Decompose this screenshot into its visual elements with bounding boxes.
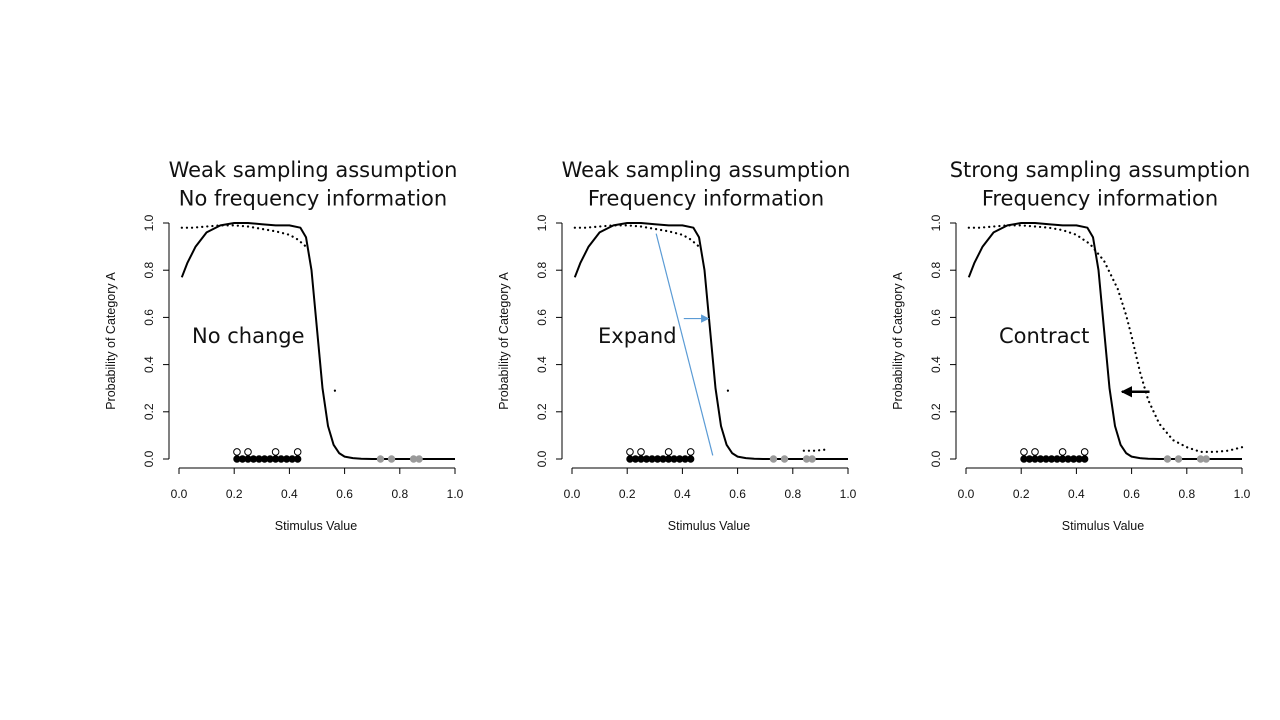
y-tick-label: 0.4: [535, 356, 549, 373]
y-axis-label: Probability of Category A: [497, 272, 511, 410]
y-tick-label: 0.4: [142, 356, 156, 373]
x-tick-label: 1.0: [447, 487, 464, 501]
x-tick-label: 0.4: [281, 487, 298, 501]
y-tick-label: 1.0: [142, 214, 156, 231]
y-tick-label: 0.6: [535, 309, 549, 326]
category-a-point: [293, 455, 302, 463]
category-b-point: [387, 455, 396, 463]
category-a-open-point: [1058, 448, 1067, 456]
category-a-open-point: [271, 448, 280, 456]
x-tick-label: 0.2: [1013, 487, 1030, 501]
chart-title-line-2: Frequency information: [982, 187, 1218, 211]
category-a-open-point: [1080, 448, 1089, 456]
category-a-open-point: [293, 448, 302, 456]
x-tick-label: 0.8: [391, 487, 408, 501]
solid-curve-1: [967, 222, 1242, 460]
y-tick-label: 1.0: [929, 214, 943, 231]
y-tick-label: 0.0: [929, 450, 943, 467]
category-a-point: [1080, 455, 1089, 463]
y-tick-label: 0.0: [535, 450, 549, 467]
y-tick-label: 1.0: [535, 214, 549, 231]
chart-panel-2: Weak sampling assumption Frequency inform…: [497, 158, 857, 533]
category-a-point: [686, 455, 695, 463]
y-tick-label: 0.8: [929, 262, 943, 279]
panel-annotation: No change: [192, 324, 305, 348]
dotted-curve-3: [726, 389, 731, 394]
x-tick-label: 0.6: [336, 487, 353, 501]
dotted-curve-3: [333, 389, 338, 394]
y-tick-label: 0.4: [929, 356, 943, 373]
category-a-open-point: [244, 448, 252, 456]
x-axis-label: Stimulus Value: [1062, 519, 1144, 533]
y-tick-label: 0.8: [142, 262, 156, 279]
category-a-open-point: [626, 448, 634, 456]
chart-title-line-2: No frequency information: [179, 187, 447, 211]
x-tick-label: 0.0: [171, 487, 188, 501]
solid-curve-1: [573, 222, 848, 460]
y-tick-label: 0.2: [929, 403, 943, 420]
x-axis-label: Stimulus Value: [275, 519, 357, 533]
chart-title-line-1: Weak sampling assumption: [562, 158, 851, 182]
y-tick-label: 0.6: [929, 309, 943, 326]
category-a-open-point: [686, 448, 695, 456]
dotted-curve-2: [967, 224, 1244, 453]
x-tick-label: 0.4: [674, 487, 691, 501]
chart-title-line-2: Frequency information: [588, 187, 824, 211]
x-axis-label: Stimulus Value: [668, 519, 750, 533]
panel-annotation: Contract: [999, 324, 1089, 348]
x-tick-label: 0.8: [1178, 487, 1195, 501]
category-a-open-point: [1031, 448, 1039, 456]
category-a-open-point: [637, 448, 645, 456]
category-b-point: [780, 455, 789, 463]
category-a-open-point: [233, 448, 241, 456]
overlay-line: [655, 233, 714, 456]
y-tick-label: 0.2: [535, 403, 549, 420]
x-tick-label: 0.0: [958, 487, 975, 501]
dotted-curve-2: [180, 224, 308, 248]
x-tick-label: 1.0: [840, 487, 857, 501]
category-a-open-point: [1020, 448, 1028, 456]
y-axis-label: Probability of Category A: [891, 272, 905, 410]
category-b-point: [769, 455, 778, 463]
x-tick-label: 0.8: [784, 487, 801, 501]
dotted-curve-2: [573, 224, 701, 248]
chart-title-line-1: Strong sampling assumption: [950, 158, 1251, 182]
chart-title-line-1: Weak sampling assumption: [169, 158, 458, 182]
category-b-point: [1174, 455, 1183, 463]
chart-panel-1: Weak sampling assumption No frequency inf…: [104, 158, 464, 533]
y-tick-label: 0.0: [142, 450, 156, 467]
category-b-point: [808, 455, 816, 463]
category-b-point: [376, 455, 385, 463]
x-tick-label: 0.0: [564, 487, 581, 501]
x-tick-label: 0.2: [619, 487, 636, 501]
category-b-point: [1202, 455, 1210, 463]
category-a-open-point: [664, 448, 673, 456]
y-axis-label: Probability of Category A: [104, 272, 118, 410]
x-tick-label: 0.2: [226, 487, 243, 501]
y-tick-label: 0.8: [535, 262, 549, 279]
x-tick-label: 0.4: [1068, 487, 1085, 501]
x-tick-label: 0.6: [1123, 487, 1140, 501]
x-tick-label: 0.6: [729, 487, 746, 501]
solid-curve-1: [180, 222, 455, 460]
category-b-point: [1163, 455, 1172, 463]
y-tick-label: 0.2: [142, 403, 156, 420]
category-b-point: [415, 455, 423, 463]
panel-annotation: Expand: [598, 324, 677, 348]
chart-panel-3: Strong sampling assumption Frequency info…: [891, 158, 1251, 533]
dotted-curve-4: [802, 448, 827, 452]
y-tick-label: 0.6: [142, 309, 156, 326]
x-tick-label: 1.0: [1234, 487, 1251, 501]
